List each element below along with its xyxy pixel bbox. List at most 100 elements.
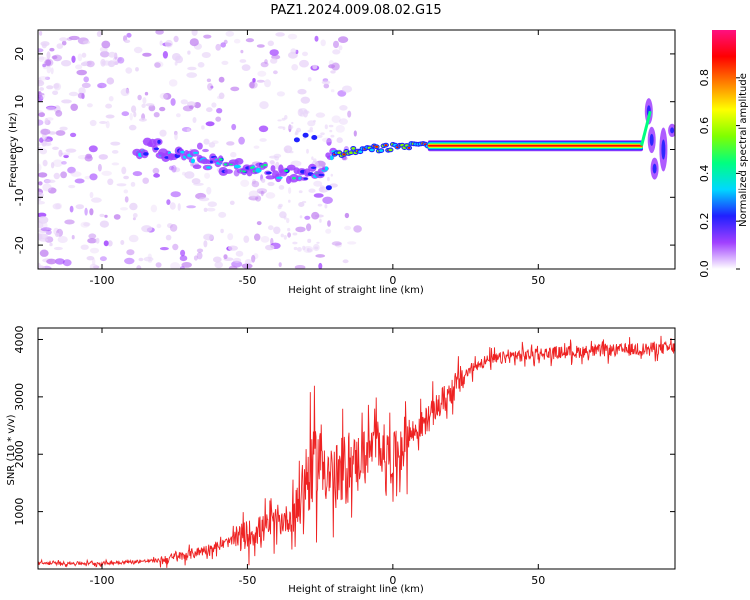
noise-speckle — [197, 142, 203, 150]
noise-speckle — [323, 83, 330, 89]
noise-speckle — [40, 128, 51, 135]
noise-speckle — [203, 240, 208, 248]
snr-ylabel: SNR (10 * v/v) — [6, 414, 17, 485]
noise-speckle — [168, 79, 178, 87]
noise-speckle — [331, 115, 341, 123]
noise-speckle — [342, 259, 349, 264]
noise-speckle — [314, 246, 319, 250]
colorbar-ticks: 0.0 0.2 0.4 0.6 0.8 — [698, 69, 740, 278]
noise-speckle — [45, 138, 52, 146]
noise-speckle — [179, 255, 188, 262]
noise-speckle — [182, 171, 186, 176]
noise-speckle — [278, 262, 282, 267]
noise-speckle — [287, 227, 291, 232]
noise-speckle — [83, 222, 91, 227]
noise-speckle — [184, 171, 195, 179]
noise-speckle — [254, 233, 261, 241]
noise-speckle — [105, 120, 110, 129]
ridge-core — [157, 139, 161, 144]
noise-speckle — [306, 148, 309, 154]
noise-speckle — [170, 98, 176, 106]
noise-speckle — [307, 238, 312, 243]
noise-speckle — [65, 148, 77, 153]
noise-speckle — [88, 145, 98, 153]
noise-speckle — [89, 173, 98, 181]
noise-speckle — [313, 158, 317, 163]
noise-speckle — [208, 142, 216, 148]
noise-speckle — [277, 119, 282, 122]
noise-speckle — [313, 180, 323, 187]
ridge-core — [349, 151, 353, 154]
ridge-core — [276, 176, 283, 180]
noise-speckle — [68, 91, 79, 97]
noise-speckle — [49, 242, 53, 247]
ridge-core — [206, 166, 212, 169]
noise-speckle — [267, 40, 274, 47]
noise-speckle — [55, 130, 66, 136]
noise-speckle — [46, 65, 52, 74]
noise-speckle — [75, 64, 83, 70]
noise-speckle — [203, 138, 210, 145]
ridge-core — [153, 147, 160, 151]
noise-speckle — [166, 199, 171, 206]
noise-speckle — [38, 228, 48, 233]
noise-speckle — [154, 62, 161, 68]
noise-speckle — [277, 126, 284, 129]
noise-speckle — [288, 51, 298, 59]
noise-speckle — [144, 91, 149, 96]
noise-speckle — [315, 254, 326, 258]
noise-speckle — [257, 70, 267, 77]
y-tick-label: 20 — [13, 47, 26, 61]
noise-speckle — [211, 102, 217, 108]
noise-speckle — [120, 88, 130, 97]
noise-speckle — [44, 76, 51, 81]
noise-speckle — [336, 137, 343, 144]
noise-speckle — [223, 39, 228, 45]
x-tick-label: -50 — [238, 274, 256, 287]
snr-xlabel: Height of straight line (km) — [288, 584, 424, 595]
noise-speckle — [230, 86, 240, 92]
noise-speckle — [44, 58, 54, 67]
noise-speckle — [68, 35, 80, 41]
colorbar-tick-label: 0.0 — [698, 260, 711, 278]
noise-speckle — [145, 103, 155, 107]
noise-speckle — [276, 91, 285, 97]
noise-speckle — [61, 99, 72, 104]
ridge-core — [358, 150, 363, 153]
noise-speckle — [70, 103, 78, 112]
noise-speckle — [105, 114, 115, 119]
noise-speckle — [62, 259, 72, 267]
noise-speckle — [299, 215, 303, 219]
noise-speckle — [206, 107, 213, 113]
noise-speckle — [335, 124, 345, 133]
noise-speckle — [74, 178, 85, 184]
noise-speckle — [256, 188, 268, 194]
noise-speckle — [86, 60, 95, 68]
noise-speckle — [96, 31, 102, 37]
noise-speckle — [47, 187, 57, 194]
noise-speckle — [38, 110, 43, 114]
ridge-core — [263, 163, 268, 167]
noise-speckle — [264, 79, 271, 88]
noise-speckle — [97, 163, 102, 172]
noise-speckle — [169, 224, 178, 232]
noise-speckle — [84, 155, 93, 162]
noise-speckle — [287, 232, 291, 238]
noise-speckle — [302, 245, 306, 251]
x-tick-label: -50 — [238, 574, 256, 587]
noise-speckle — [175, 55, 183, 64]
noise-speckle — [347, 241, 357, 245]
noise-speckle — [317, 203, 323, 207]
noise-speckle — [44, 179, 56, 184]
noise-speckle — [42, 63, 47, 68]
noise-speckle — [82, 40, 91, 45]
noise-speckle — [108, 96, 114, 102]
noise-speckle — [164, 39, 173, 48]
ridge-peak — [342, 153, 346, 156]
noise-speckle — [159, 129, 167, 137]
noise-speckle — [50, 67, 54, 75]
ridge-core — [388, 148, 393, 152]
noise-speckle — [291, 121, 294, 125]
noise-speckle — [89, 208, 94, 216]
noise-speckle — [165, 234, 172, 241]
